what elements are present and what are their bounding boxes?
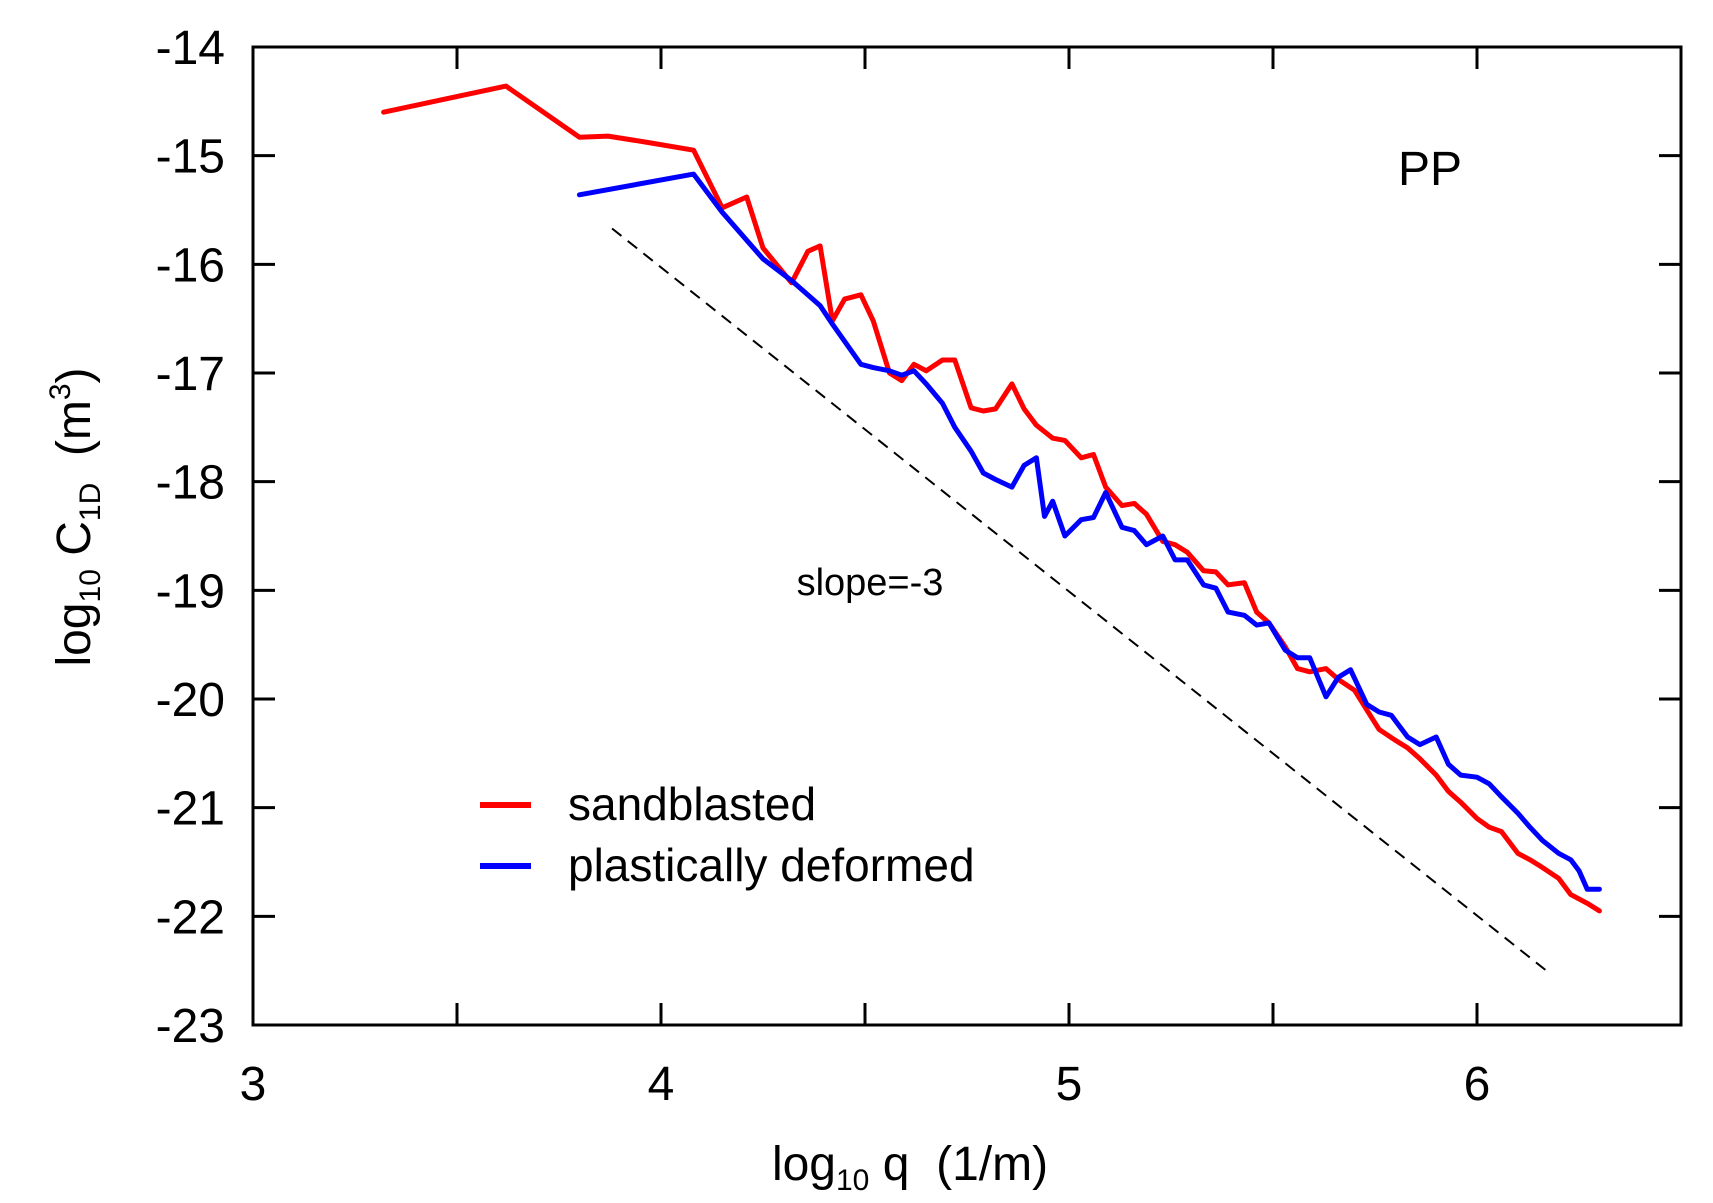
legend-label-plastically-deformed: plastically deformed	[568, 839, 975, 891]
y-tick-label: -14	[156, 22, 225, 75]
axis-tick-labels: 3 4 5 6 -14 -15 -16 -17 -18 -19 -20 -21 -22 -23	[156, 22, 1491, 1111]
x-axis-label: log10 q (1/m)	[772, 1138, 1048, 1197]
legend-label-sandblasted: sandblasted	[568, 778, 816, 830]
data-series	[381, 83, 1602, 914]
axis-ticks	[251, 45, 1681, 1027]
y-tick-label: -23	[156, 1000, 225, 1053]
panel-label: PP	[1398, 143, 1462, 196]
y-tick-label: -16	[156, 239, 225, 292]
x-tick-label: 3	[240, 1058, 267, 1111]
series-line-plastically-deformed	[576, 171, 1602, 892]
legend: sandblasted plastically deformed	[480, 778, 975, 891]
y-tick-label: -21	[156, 783, 225, 836]
x-tick-label: 6	[1464, 1058, 1491, 1111]
x-tick-label: 4	[648, 1058, 675, 1111]
y-tick-label: -19	[156, 565, 225, 618]
slope-annotation: slope=-3	[797, 562, 944, 604]
y-tick-label: -20	[156, 674, 225, 727]
y-tick-label: -18	[156, 457, 225, 510]
series-line-sandblasted	[381, 83, 1602, 914]
y-tick-label: -15	[156, 131, 225, 184]
y-tick-label: -17	[156, 348, 225, 401]
x-tick-label: 5	[1056, 1058, 1083, 1111]
y-tick-label: -22	[156, 891, 225, 944]
plot-frame	[251, 45, 1683, 1027]
y-axis-label: log10 C1D (m3)	[44, 367, 107, 666]
